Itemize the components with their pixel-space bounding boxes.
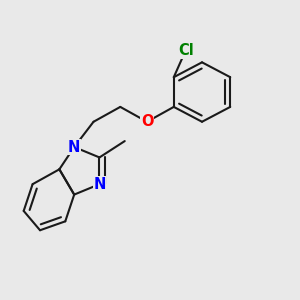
Text: N: N [68, 140, 80, 154]
Text: N: N [93, 177, 106, 192]
Text: O: O [141, 114, 153, 129]
Text: Cl: Cl [178, 43, 194, 58]
